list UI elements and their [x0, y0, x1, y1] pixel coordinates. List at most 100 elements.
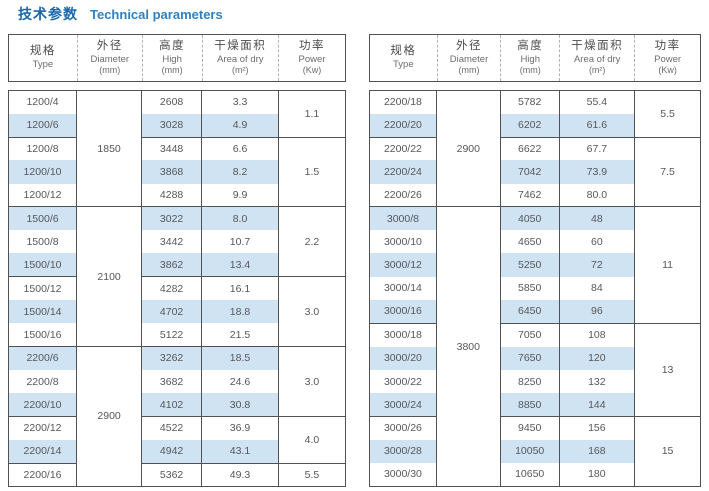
- area-cell: 55.4: [558, 90, 636, 114]
- table-header: 规格 Type 外径 Diameter (mm) 高度 High (mm) 干燥面积 Area o…: [8, 34, 346, 82]
- header-label-en: Area of dry: [217, 53, 264, 65]
- page-title-zh: 技术参数: [18, 6, 78, 22]
- table-row: 2200/10 4102 30.8: [7, 393, 346, 417]
- table-row: 3000/24 8850 144: [369, 393, 701, 417]
- table-row: 3000/10 4650 60: [369, 230, 701, 254]
- table-row: 1200/12 4288 9.9: [7, 183, 346, 208]
- parameters-table-left: 规格 Type 外径 Diameter (mm) 高度 High (mm) 干燥面积 Area o…: [7, 34, 347, 487]
- type-cell: 1500/8: [7, 230, 78, 254]
- type-cell: 1500/16: [7, 323, 78, 348]
- table-row: 3000/30 10650 180: [369, 463, 701, 487]
- type-cell: 2200/8: [7, 369, 78, 394]
- area-cell: 8.0: [201, 206, 279, 231]
- power-cell: 11: [634, 206, 701, 324]
- header-label-zh: 功率: [654, 40, 681, 52]
- type-cell: 1500/6: [7, 206, 78, 231]
- area-cell: 49.3: [201, 463, 279, 487]
- header-col-type: 规格 Type: [9, 35, 77, 81]
- header-label-zh: 外径: [456, 40, 482, 52]
- type-cell: 1200/12: [7, 183, 78, 208]
- page-title-en: Technical parameters: [90, 7, 223, 22]
- high-cell: 7650: [499, 346, 560, 370]
- table-row: 1500/6 2100 3022 8.0 2.2: [7, 206, 347, 348]
- area-cell: 84: [558, 276, 636, 301]
- table-row: 3000/28 10050 168: [369, 439, 701, 463]
- high-cell: 4102: [141, 393, 203, 417]
- high-cell: 4282: [141, 276, 203, 301]
- area-cell: 4.9: [201, 113, 279, 138]
- high-cell: 3022: [141, 206, 203, 231]
- header-label-en: Type: [32, 59, 54, 71]
- area-cell: 48: [558, 206, 636, 231]
- table-row: 2200/8 3682 24.6: [7, 369, 346, 394]
- area-cell: 18.5: [201, 346, 279, 370]
- high-cell: 4702: [141, 300, 203, 324]
- high-cell: 7050: [499, 323, 560, 347]
- table-row: 3000/8 3800 4050 48 11: [369, 206, 701, 487]
- high-cell: 5122: [141, 323, 203, 348]
- type-cell: 1200/10: [7, 160, 78, 184]
- type-cell: 1200/4: [7, 90, 78, 114]
- type-cell: 3000/14: [369, 276, 437, 301]
- high-cell: 6622: [499, 137, 560, 161]
- high-cell: 9450: [499, 416, 560, 440]
- high-cell: 4942: [141, 439, 203, 464]
- high-cell: 5782: [499, 90, 560, 114]
- header-col-power: 功率 Power (Kw): [634, 35, 700, 81]
- area-cell: 16.1: [201, 276, 279, 301]
- header-unit: (mm): [458, 65, 480, 76]
- high-cell: 3448: [141, 137, 203, 161]
- diameter-cell: 2900: [435, 89, 501, 208]
- table-row: 2200/20 6202 61.6: [369, 113, 701, 138]
- table-row: 1500/14 4702 18.8: [7, 300, 346, 324]
- type-cell: 3000/24: [369, 393, 437, 417]
- header-col-power: 功率 Power (Kw): [278, 35, 345, 81]
- header-label-zh: 高度: [517, 40, 544, 52]
- header-label-zh: 规格: [29, 45, 56, 58]
- area-cell: 24.6: [201, 369, 279, 394]
- table-header: 规格 Type 外径 Diameter (mm) 高度 High (mm) 干燥面积 Area o…: [369, 34, 701, 82]
- type-cell: 2200/24: [369, 160, 437, 184]
- area-cell: 13.4: [201, 253, 279, 278]
- table-row: 2200/24 7042 73.9: [369, 160, 701, 184]
- type-cell: 2200/12: [7, 416, 78, 440]
- high-cell: 3862: [141, 253, 203, 278]
- table-row: 3000/26 9450 156 15: [369, 415, 701, 487]
- page-title: 技术参数 Technical parameters: [18, 4, 223, 24]
- area-cell: 156: [558, 416, 636, 440]
- high-cell: 4650: [499, 230, 560, 254]
- type-cell: 2200/20: [369, 113, 437, 138]
- type-cell: 3000/20: [369, 346, 437, 370]
- header-unit: (mm): [161, 65, 183, 76]
- header-label-en: High: [520, 53, 540, 65]
- table-row: 2200/16 5362 49.3 5.5: [7, 462, 347, 487]
- type-cell: 3000/18: [369, 323, 437, 347]
- high-cell: 6450: [499, 300, 560, 324]
- header-label-en: Area of dry: [573, 53, 621, 65]
- header-unit: (mm): [99, 65, 121, 76]
- area-cell: 60: [558, 230, 636, 254]
- high-cell: 4288: [141, 183, 203, 208]
- area-cell: 21.5: [201, 323, 279, 348]
- area-cell: 18.8: [201, 300, 279, 324]
- table-row: 2200/26 7462 80.0: [369, 183, 701, 208]
- type-cell: 1500/14: [7, 300, 78, 324]
- type-cell: 2200/16: [7, 463, 78, 487]
- high-cell: 3868: [141, 160, 203, 184]
- power-cell: 3.0: [277, 276, 347, 348]
- type-cell: 3000/10: [369, 230, 437, 254]
- header-col-high: 高度 High (mm): [500, 35, 559, 81]
- table-row: 1500/10 3862 13.4: [7, 253, 346, 278]
- high-cell: 4050: [499, 206, 560, 231]
- area-cell: 120: [558, 346, 636, 370]
- table-row: 3000/22 8250 132: [369, 369, 701, 394]
- table-row: 3000/16 6450 96: [369, 300, 701, 324]
- header-label-en: Diameter: [449, 53, 489, 65]
- area-cell: 72: [558, 253, 636, 277]
- type-cell: 1200/6: [7, 113, 78, 138]
- area-cell: 108: [558, 323, 636, 347]
- area-cell: 96: [558, 300, 636, 324]
- high-cell: 10650: [499, 463, 560, 487]
- type-cell: 2200/18: [369, 90, 437, 114]
- header-col-type: 规格 Type: [370, 35, 437, 81]
